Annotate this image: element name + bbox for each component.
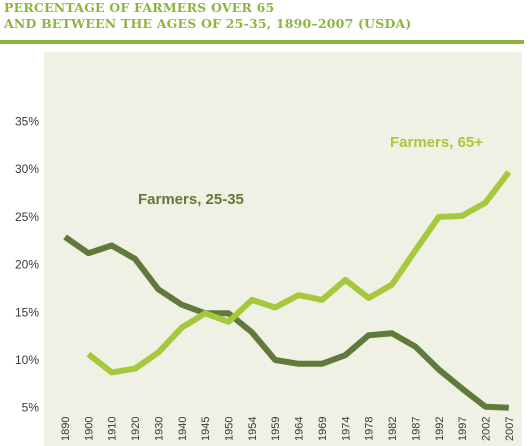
x-tick-label: 1940 (177, 417, 189, 441)
x-tick-label: 1964 (294, 417, 306, 441)
y-axis: 5% 10% 15% 20% 25% 30% 35% (15, 115, 39, 415)
y-tick-label: 25% (15, 210, 39, 224)
x-tick-label: 1974 (340, 417, 352, 441)
x-tick-label: 1930 (153, 417, 165, 441)
series-lines (63, 170, 512, 411)
series-line-farmers-65-plus (86, 170, 512, 376)
series-label-farmers-25-35: Farmers, 25-35 (138, 191, 244, 208)
chart-svg: 5% 10% 15% 20% 25% 30% 35% 1890 1900 1910 1920 193… (15, 52, 522, 446)
chart-title: PERCENTAGE OF FARMERS OVER 65 AND BETWEE… (0, 0, 530, 46)
x-tick-label: 1890 (60, 417, 72, 441)
x-tick-label: 1959 (270, 417, 282, 441)
chart-title-line-2: AND BETWEEN THE AGES OF 25-35, 1890–2007… (4, 16, 412, 31)
y-tick-label: 15% (15, 305, 39, 319)
title-divider (0, 40, 524, 44)
x-tick-label: 2002 (480, 417, 492, 441)
x-tick-label: 2007 (504, 417, 516, 441)
x-tick-label: 1992 (434, 417, 446, 441)
x-tick-label: 1982 (387, 417, 399, 441)
x-tick-label: 1969 (317, 417, 329, 441)
x-tick-label: 1997 (457, 417, 469, 441)
x-tick-label: 1954 (247, 417, 259, 441)
line-chart: 5% 10% 15% 20% 25% 30% 35% 1890 1900 1910 1920 193… (0, 52, 530, 446)
y-tick-label: 10% (15, 353, 39, 367)
x-tick-label: 1900 (83, 417, 95, 441)
y-tick-label: 20% (15, 258, 39, 272)
x-tick-label: 1945 (200, 417, 212, 441)
y-tick-label: 35% (15, 115, 39, 129)
chart-title-line-1: PERCENTAGE OF FARMERS OVER 65 (4, 0, 275, 15)
y-tick-label: 30% (15, 162, 39, 176)
series-label-farmers-65-plus: Farmers, 65+ (390, 134, 483, 151)
y-tick-label: 5% (22, 401, 40, 415)
x-tick-label: 1920 (130, 417, 142, 441)
x-tick-label: 1978 (364, 417, 376, 441)
series-line-farmers-25-35 (63, 234, 509, 411)
x-tick-label: 1987 (410, 417, 422, 441)
x-tick-label: 1910 (107, 417, 119, 441)
x-tick-label: 1950 (224, 417, 236, 441)
x-axis: 1890 1900 1910 1920 1930 1940 1945 1950 1954 1959… (60, 417, 516, 441)
